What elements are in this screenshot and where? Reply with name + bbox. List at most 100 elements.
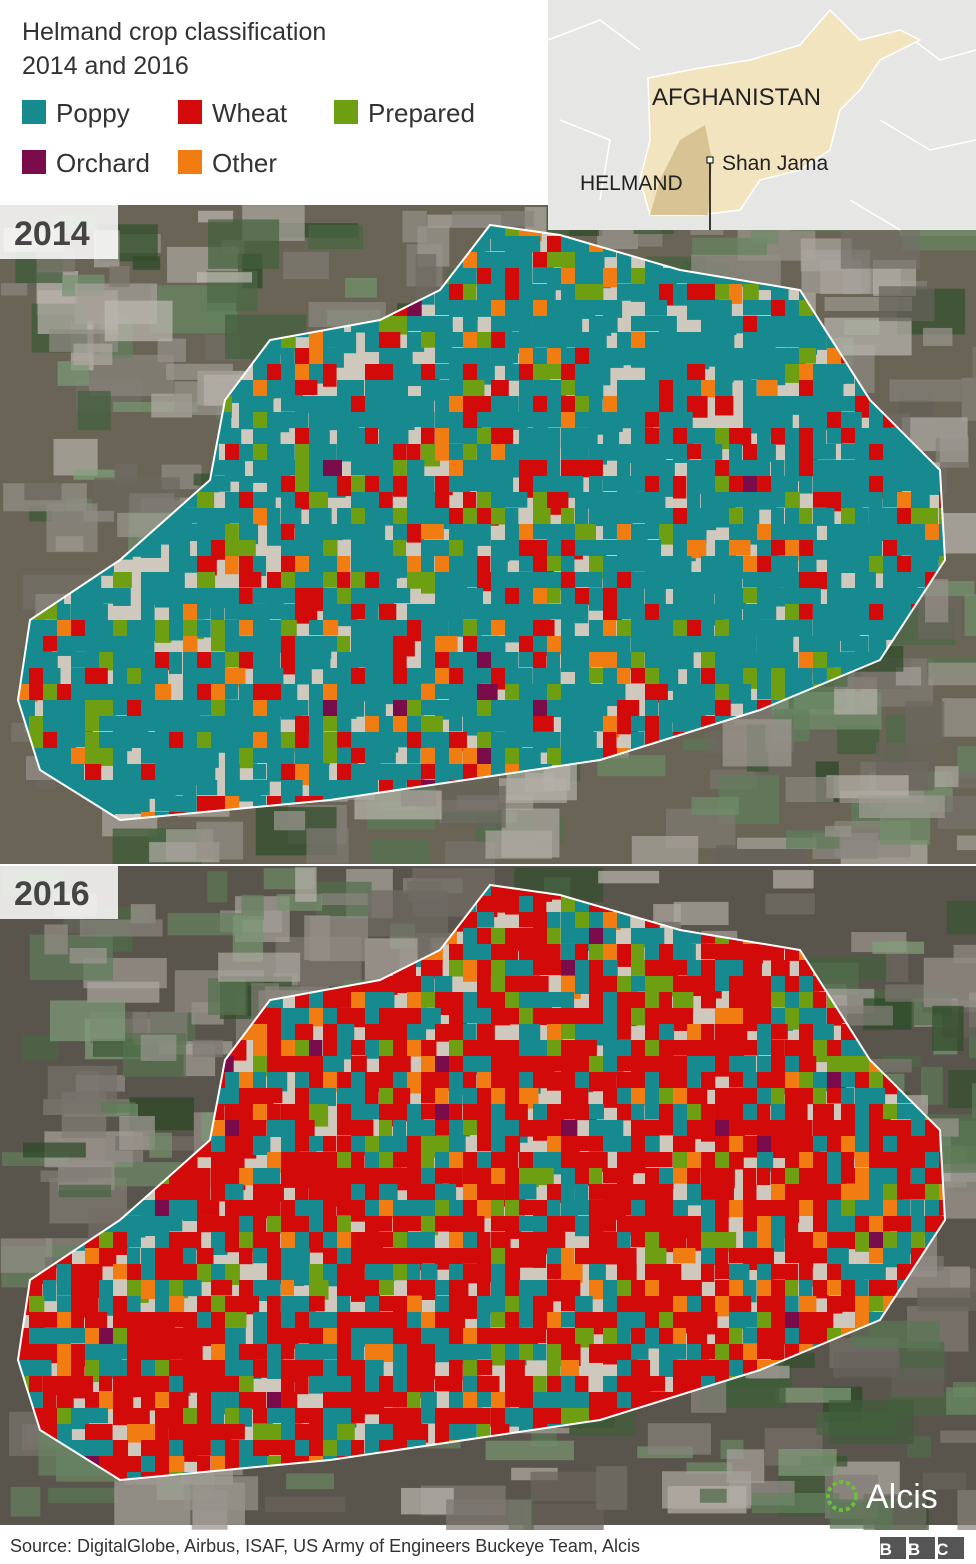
crop-field (281, 620, 297, 638)
crop-field (477, 1040, 496, 1061)
crop-field (463, 684, 480, 704)
crop-field (645, 540, 662, 558)
crop-field (435, 732, 452, 750)
crop-field (211, 1264, 228, 1281)
crop-field (701, 1024, 715, 1045)
crop-field (505, 1088, 520, 1107)
crop-field (393, 1136, 410, 1157)
crop-field (421, 1184, 438, 1206)
terrain (765, 893, 815, 915)
crop-field (925, 1136, 944, 1154)
crop-field (547, 1184, 566, 1203)
crop-field (477, 636, 493, 655)
crop-field (771, 684, 789, 702)
crop-field (281, 1328, 299, 1349)
crop-field (407, 604, 423, 622)
crop-field (295, 572, 310, 592)
crop-field (701, 444, 723, 460)
crop-field (183, 668, 198, 688)
crop-field (491, 885, 510, 897)
crop-field (337, 380, 354, 399)
crop-field (771, 636, 794, 656)
crop-field (939, 540, 945, 560)
crop-field (43, 732, 58, 753)
crop-field (533, 716, 554, 732)
crop-field (519, 928, 534, 949)
crop-field (337, 1024, 355, 1042)
crop-field (351, 1232, 366, 1249)
crop-field (323, 1024, 339, 1042)
terrain (885, 984, 925, 1002)
crop-field (393, 1120, 407, 1137)
crop-field (589, 928, 604, 946)
crop-field (911, 1136, 927, 1157)
crop-field (407, 1312, 422, 1330)
crop-field (463, 556, 478, 575)
crop-field (617, 284, 633, 301)
crop-field (799, 1120, 813, 1137)
crop-field (673, 444, 690, 463)
crop-field (449, 748, 463, 769)
crop-field (575, 460, 591, 478)
crop-field (393, 476, 411, 497)
crop-field (911, 1200, 925, 1221)
crop-field (477, 912, 495, 928)
crop-field (911, 556, 928, 573)
crop-field (491, 476, 514, 496)
terrain (778, 1449, 837, 1476)
crop-field (729, 1296, 752, 1316)
crop-field (575, 716, 594, 733)
crop-field (281, 396, 296, 412)
crop-field (771, 1280, 786, 1297)
crop-field (267, 1104, 281, 1123)
crop-field (785, 604, 801, 625)
crop-field (351, 1184, 365, 1205)
crop-field (309, 476, 326, 496)
crop-field (407, 764, 425, 784)
crop-field (477, 348, 491, 368)
crop-field (841, 636, 859, 652)
crop-field (785, 1136, 800, 1158)
crop-field (771, 460, 785, 481)
crop-field (533, 1072, 548, 1089)
crop-field (519, 976, 537, 994)
terrain (737, 837, 817, 849)
crop-field (253, 412, 270, 432)
crop-field (477, 732, 492, 753)
crop-field (589, 492, 607, 513)
crop-field (589, 1056, 604, 1077)
crop-field (267, 1328, 285, 1346)
crop-field (603, 268, 618, 288)
crop-field (351, 460, 369, 476)
crop-field (827, 396, 842, 417)
crop-field (771, 540, 790, 556)
crop-field (85, 764, 102, 785)
crop-field (687, 460, 705, 477)
crop-field (505, 508, 519, 525)
crop-field (687, 1280, 702, 1298)
crop-field (589, 252, 605, 272)
terrain (972, 347, 976, 383)
crop-field (127, 1232, 141, 1248)
crop-field (491, 716, 509, 732)
crop-field (771, 960, 790, 977)
crop-field (365, 1104, 384, 1120)
crop-field (477, 1312, 491, 1329)
crop-field (589, 620, 604, 640)
crop-field (253, 1104, 271, 1122)
crop-field (239, 748, 257, 769)
crop-field (813, 1152, 829, 1174)
crop-field (533, 588, 549, 610)
crop-field (169, 572, 185, 592)
crop-field (505, 604, 523, 621)
crop-field (883, 508, 899, 526)
crop-field (911, 572, 929, 588)
crop-field (589, 332, 607, 351)
crop-field (645, 348, 663, 367)
crop-field (659, 1024, 675, 1042)
crop-field (897, 460, 916, 481)
crop-field (421, 1056, 438, 1075)
crop-field (211, 476, 231, 492)
terrain (722, 719, 792, 767)
crop-field (771, 412, 793, 431)
